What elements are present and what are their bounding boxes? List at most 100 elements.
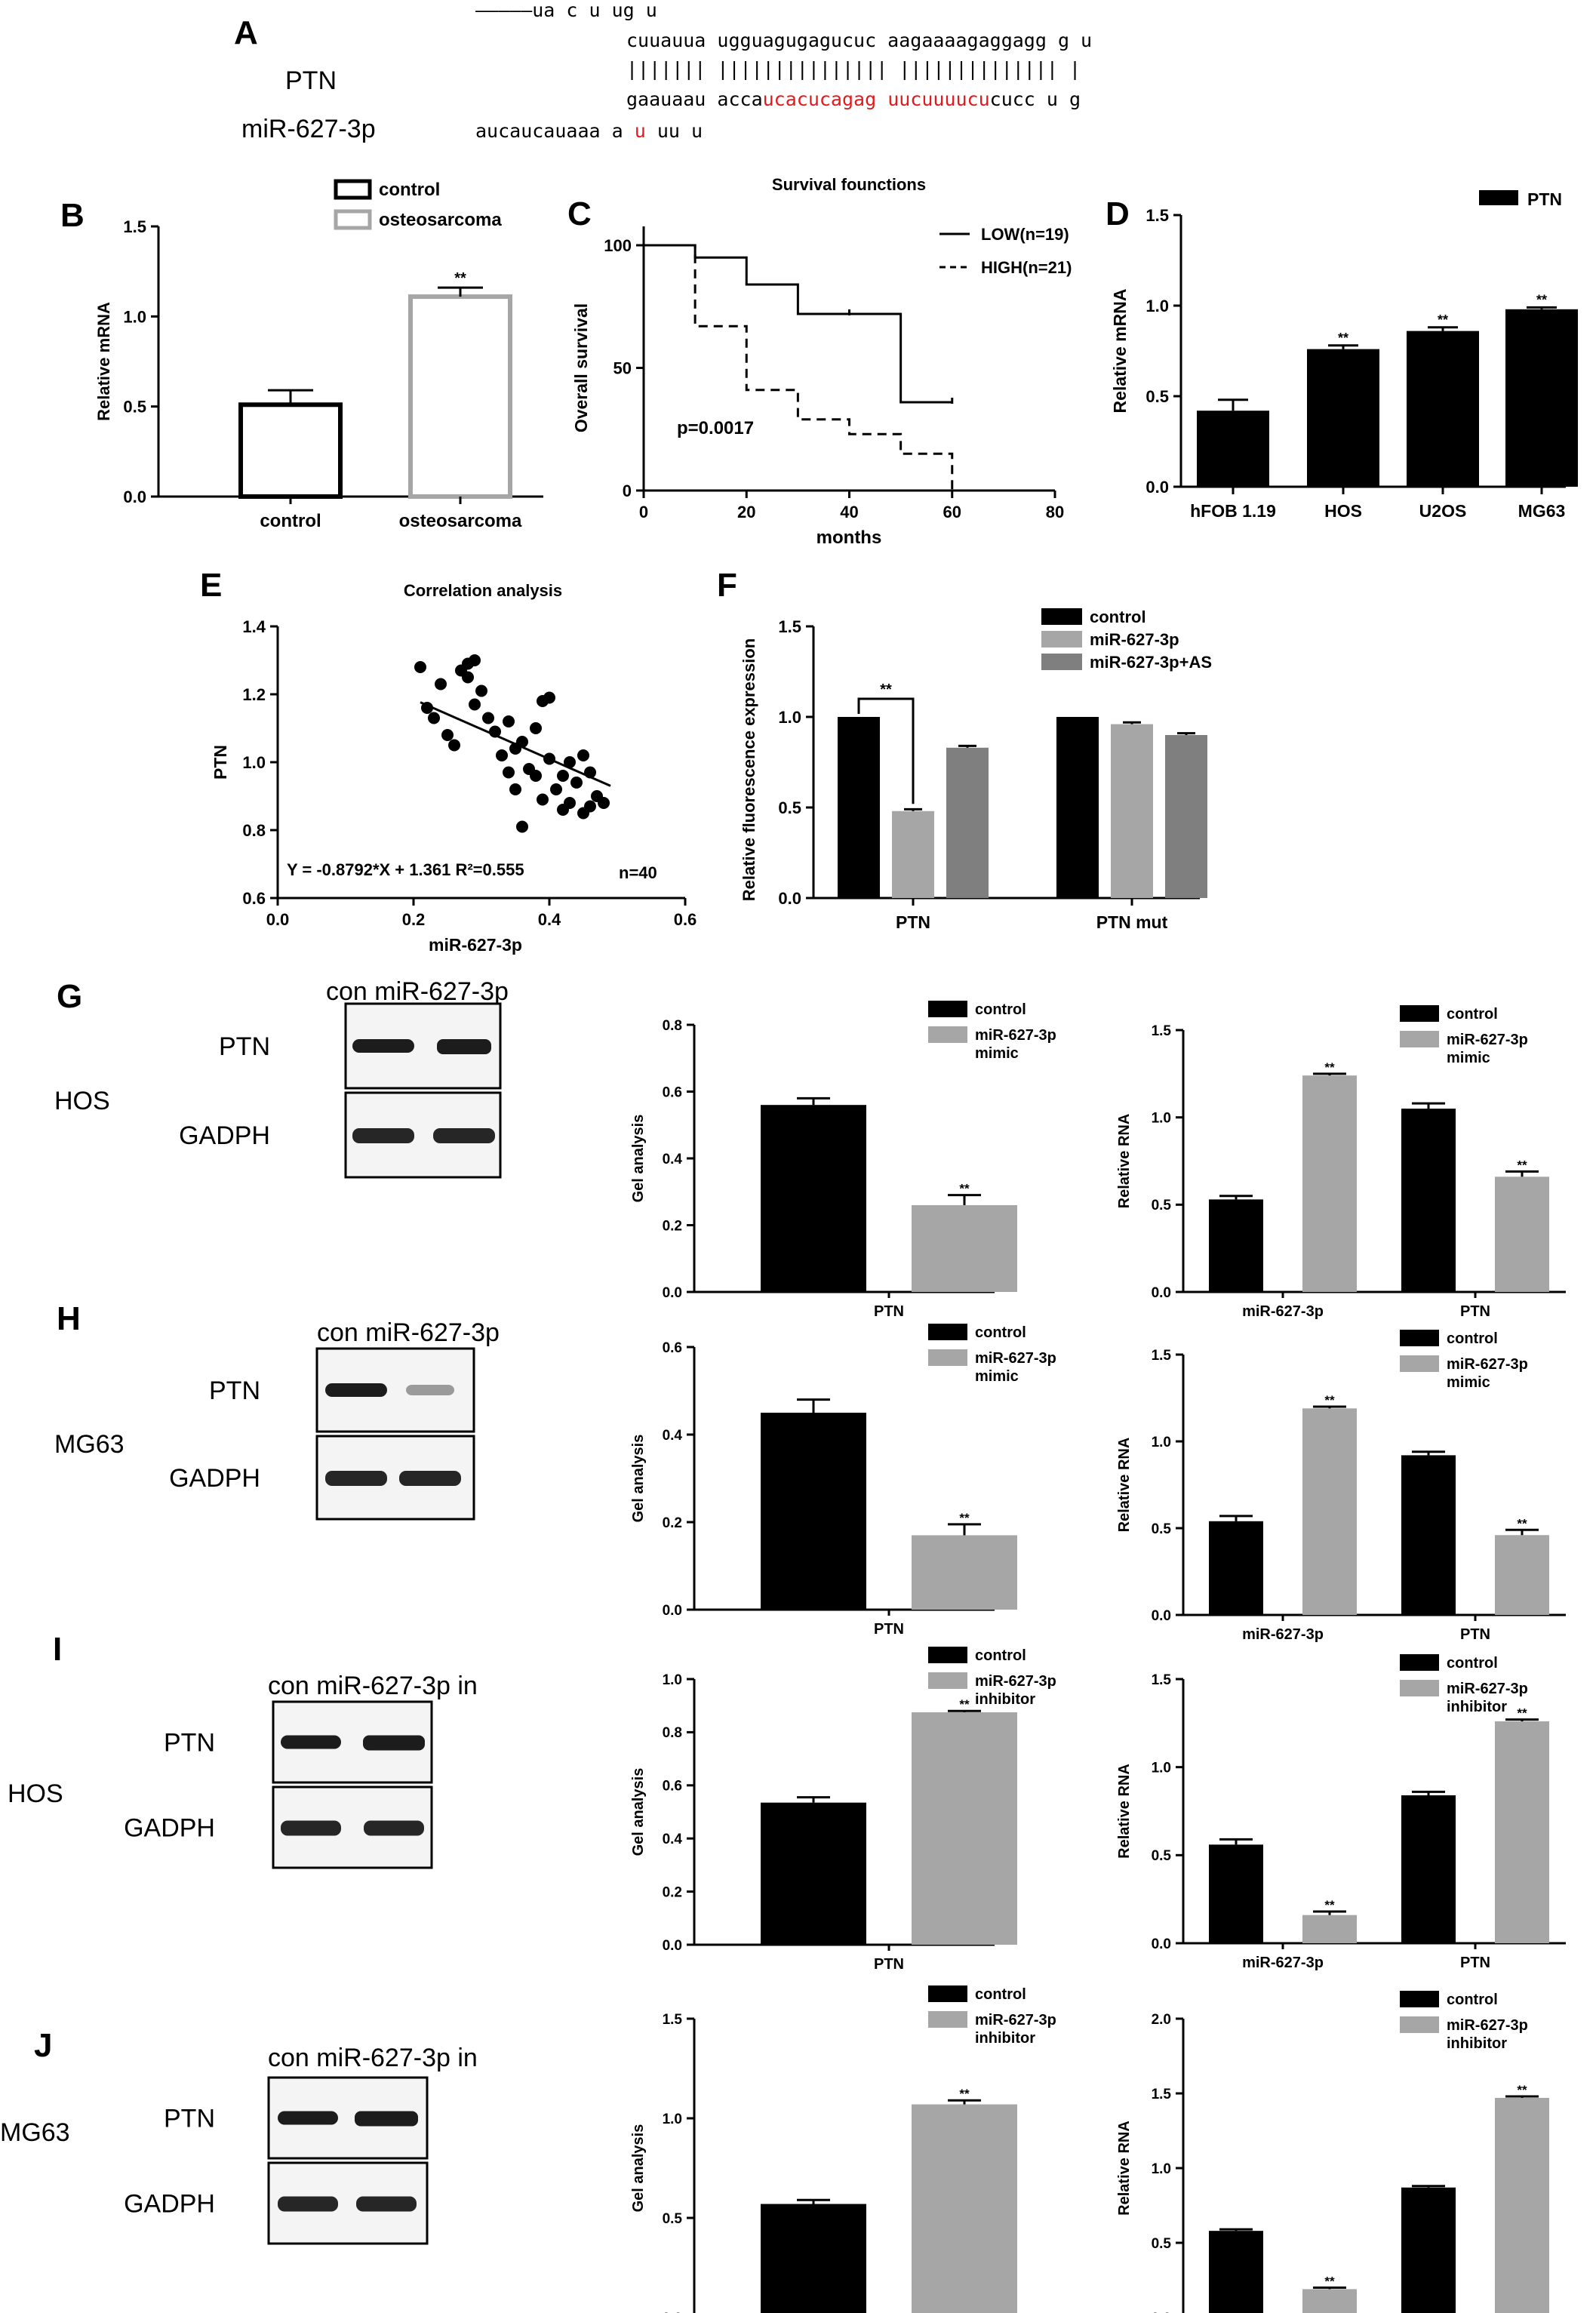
x-tick-label: 0.6 bbox=[674, 910, 697, 929]
significance-label: ** bbox=[1324, 1898, 1335, 1912]
legend-label: miR-627-3p inhibitor bbox=[975, 1673, 1056, 1708]
scatter-point bbox=[428, 712, 440, 724]
survival-curve bbox=[644, 244, 954, 491]
y-axis-label: Relative RNA bbox=[1116, 1114, 1133, 1209]
y-tick-label: 1.5 bbox=[663, 2012, 683, 2028]
significance-label: ** bbox=[1324, 1060, 1335, 1075]
legend-swatch bbox=[1479, 190, 1518, 205]
y-tick-label: 0.0 bbox=[1152, 1285, 1171, 1301]
y-tick-label: 0.0 bbox=[778, 889, 801, 908]
legend-label: LOW(n=19) bbox=[981, 225, 1069, 244]
y-tick-label: 1.0 bbox=[1152, 1435, 1171, 1450]
y-tick-label: 0.5 bbox=[1145, 387, 1169, 406]
sequence-segment: aucaucauaaa a bbox=[475, 120, 635, 142]
bar bbox=[1302, 1915, 1357, 1943]
panel-letter-d: D bbox=[1106, 195, 1130, 232]
legend-label: miR-627-3p mimic bbox=[1447, 1356, 1528, 1391]
legend-label-line: miR-627-3p bbox=[975, 1027, 1056, 1044]
sequence-segment: cuuauua ugguagugagucuc aagaaaagaggagg g … bbox=[626, 29, 1092, 51]
legend-swatch bbox=[1400, 1330, 1439, 1346]
y-axis-label: Gel analysis bbox=[630, 2124, 647, 2213]
scatter-point bbox=[598, 797, 610, 809]
bar bbox=[1209, 1199, 1263, 1292]
y-tick-label: 0.8 bbox=[663, 1018, 682, 1034]
y-tick-label: 50 bbox=[613, 359, 632, 378]
panel-letter-a: A bbox=[234, 14, 258, 51]
sequence-alignment: —————ua c u ug u cuuauua ugguagugagucuc a… bbox=[475, 0, 1092, 142]
y-tick-label: 0.0 bbox=[663, 1938, 682, 1954]
scatter-point bbox=[564, 797, 576, 809]
legend-swatch bbox=[928, 1985, 967, 2002]
chart-f: F 0.0 0.5 1.0 1.5 Relative fluorescence expre… bbox=[717, 567, 1212, 932]
scatter-point bbox=[516, 820, 528, 833]
y-tick-label: 1.4 bbox=[242, 617, 266, 636]
legend-label: miR-627-3p inhibitor bbox=[975, 2012, 1056, 2047]
legend-label: control bbox=[1090, 607, 1146, 626]
regression-line bbox=[420, 701, 611, 787]
x-tick-label: PTN bbox=[874, 1621, 904, 1638]
y-tick-label: 0.6 bbox=[242, 889, 266, 908]
scatter-point bbox=[550, 783, 562, 795]
panel-letter-b: B bbox=[60, 197, 85, 234]
blot-header: con miR-627-3p bbox=[326, 977, 509, 1006]
chart-title: Correlation analysis bbox=[404, 581, 562, 600]
sequence-segment: ||||||| ||||||||||||||| |||||||||||||| | bbox=[626, 58, 1081, 80]
scatter-point bbox=[557, 770, 569, 782]
y-tick-label: 1.0 bbox=[123, 307, 146, 326]
scatter-point bbox=[543, 691, 555, 704]
legend-label-line: miR-627-3p bbox=[975, 2012, 1056, 2028]
y-axis-label: Gel analysis bbox=[630, 1115, 647, 1203]
bar bbox=[761, 2204, 866, 2313]
panel-letter: G bbox=[57, 978, 82, 1015]
protein-band bbox=[355, 2111, 418, 2127]
y-tick-label: 1.5 bbox=[778, 617, 801, 636]
y-tick-label: 1.5 bbox=[1152, 1348, 1172, 1364]
significance-label: ** bbox=[1517, 2083, 1527, 2097]
sequence-row: ||||||| ||||||||||||||| |||||||||||||| | bbox=[626, 58, 1081, 80]
legend-label: HIGH(n=21) bbox=[981, 258, 1072, 277]
legend-label: control bbox=[1447, 1992, 1498, 2008]
legend-label: miR-627-3p+AS bbox=[1090, 653, 1212, 672]
cell-line-label: MG63 bbox=[0, 2118, 70, 2147]
legend-label-line: inhibitor bbox=[975, 1691, 1035, 1708]
y-tick-label: 1.5 bbox=[1145, 206, 1169, 225]
legend-swatch bbox=[1400, 1355, 1439, 1372]
bar bbox=[946, 747, 989, 898]
chart-title: Survival founctions bbox=[772, 175, 926, 194]
legend-swatch bbox=[1041, 654, 1082, 670]
legend-swatch bbox=[334, 179, 372, 200]
legend-swatch bbox=[1400, 1680, 1439, 1696]
significance-label: ** bbox=[959, 1697, 970, 1712]
protein-band bbox=[278, 2196, 338, 2212]
y-tick-label: 1.0 bbox=[1145, 297, 1169, 315]
legend-label-line: miR-627-3p bbox=[975, 1673, 1056, 1690]
y-tick-label: 0.4 bbox=[663, 1152, 683, 1167]
western-blot-i: I HOS con miR-627-3p in PTN GADPH bbox=[8, 1631, 478, 1869]
y-tick-label: 1.0 bbox=[663, 1672, 682, 1688]
y-axis-label: Overall survival bbox=[571, 303, 591, 432]
gene-label: PTN bbox=[285, 66, 337, 95]
mirna-label: miR-627-3p bbox=[241, 115, 376, 143]
legend-label-line: miR-627-3p bbox=[1447, 2017, 1528, 2034]
x-tick-label: PTN bbox=[874, 1303, 904, 1320]
legend-swatch bbox=[1041, 631, 1082, 647]
significance-label: ** bbox=[959, 2087, 970, 2101]
bar bbox=[1407, 331, 1479, 487]
sequence-segment: u bbox=[635, 120, 646, 142]
scatter-point bbox=[584, 800, 596, 813]
legend-label: control bbox=[975, 1647, 1026, 1664]
scatter-point bbox=[441, 729, 454, 741]
x-tick-label: 40 bbox=[840, 503, 858, 521]
legend-swatch bbox=[1400, 1991, 1439, 2007]
scatter-point bbox=[469, 654, 481, 666]
bar bbox=[761, 1802, 866, 1945]
panel-letter: J bbox=[34, 2027, 52, 2064]
y-tick-label: 0.6 bbox=[663, 1084, 682, 1100]
bar bbox=[1495, 1176, 1549, 1292]
scatter-point bbox=[564, 756, 576, 768]
y-tick-label: 1.0 bbox=[1152, 1111, 1171, 1127]
chart-c: C Survival founctions 0 50 100 0 20 40 60 80 month… bbox=[567, 175, 1072, 548]
x-tick-label: osteosarcoma bbox=[399, 511, 522, 531]
y-tick-label: 0.8 bbox=[663, 1725, 682, 1741]
blot-header: con miR-627-3p bbox=[317, 1318, 500, 1347]
